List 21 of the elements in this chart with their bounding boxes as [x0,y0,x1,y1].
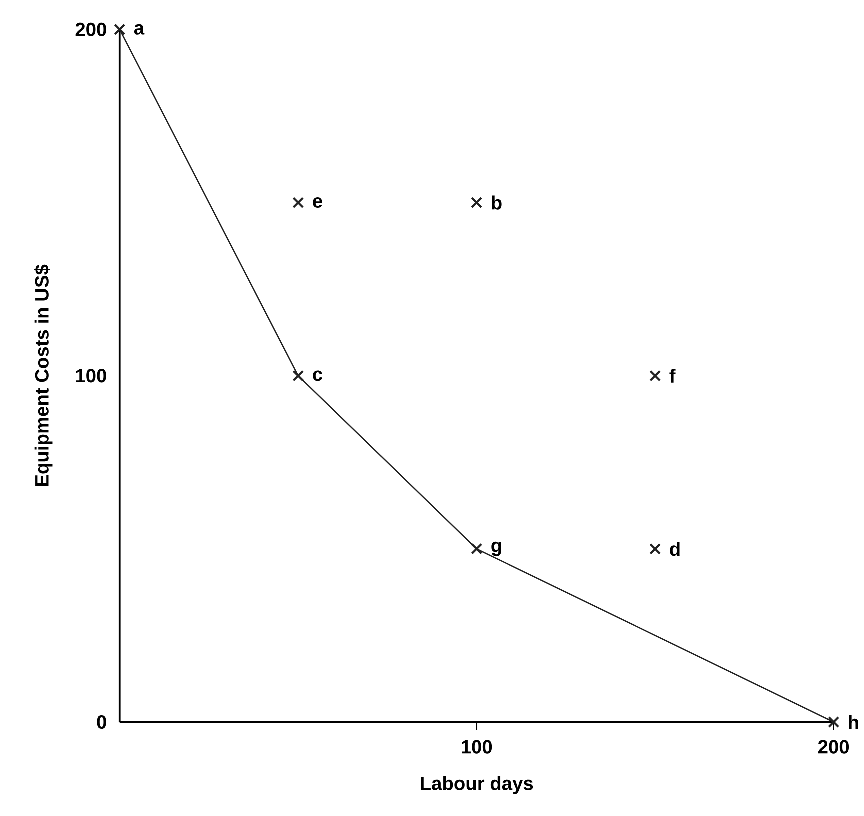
point [471,196,483,208]
point [650,370,662,382]
annotation: h [849,715,858,730]
y-tick-label: 0 [97,715,106,729]
x-axis-title: Labour days [421,776,534,794]
y-tick-label: 200 [76,22,106,36]
y-tick-label: 100 [76,369,106,383]
annotation: f [670,368,676,383]
point [828,716,840,728]
annotation: e [313,197,322,208]
point [650,543,662,555]
point [471,543,483,555]
point [292,196,304,208]
annotation: c [313,370,323,382]
annotation: g [492,542,502,556]
annotation: b [492,196,502,210]
point [114,24,126,36]
y-axis-title: Equipment Costs in US$ [34,264,53,486]
point [292,370,304,382]
annotation: a [134,24,145,35]
annotation: d [670,542,680,556]
